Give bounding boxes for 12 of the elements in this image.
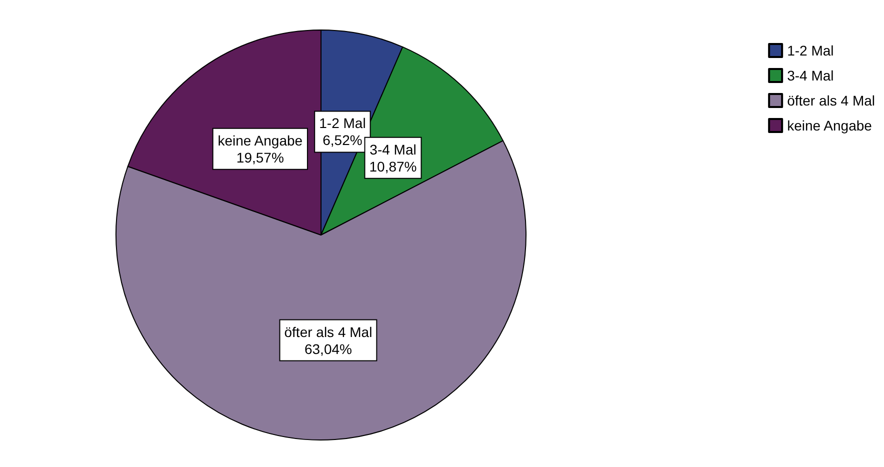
slice-label: öfter als 4 Mal (284, 324, 372, 340)
slice-label: 3-4 Mal (370, 141, 416, 158)
legend-label: 1-2 Mal (787, 42, 834, 58)
legend-label: 3-4 Mal (787, 68, 834, 84)
slice-label: 1-2 Mal (319, 115, 366, 132)
legend-label: keine Angabe (787, 118, 872, 134)
data-label: 63,04% (304, 340, 352, 357)
data-label: 19,57% (236, 149, 284, 166)
slice-label: keine Angabe (218, 132, 303, 148)
legend-label: öfter als 4 Mal (787, 92, 876, 108)
data-label: 6,52% (322, 132, 362, 148)
data-label: 10,87% (369, 158, 417, 174)
